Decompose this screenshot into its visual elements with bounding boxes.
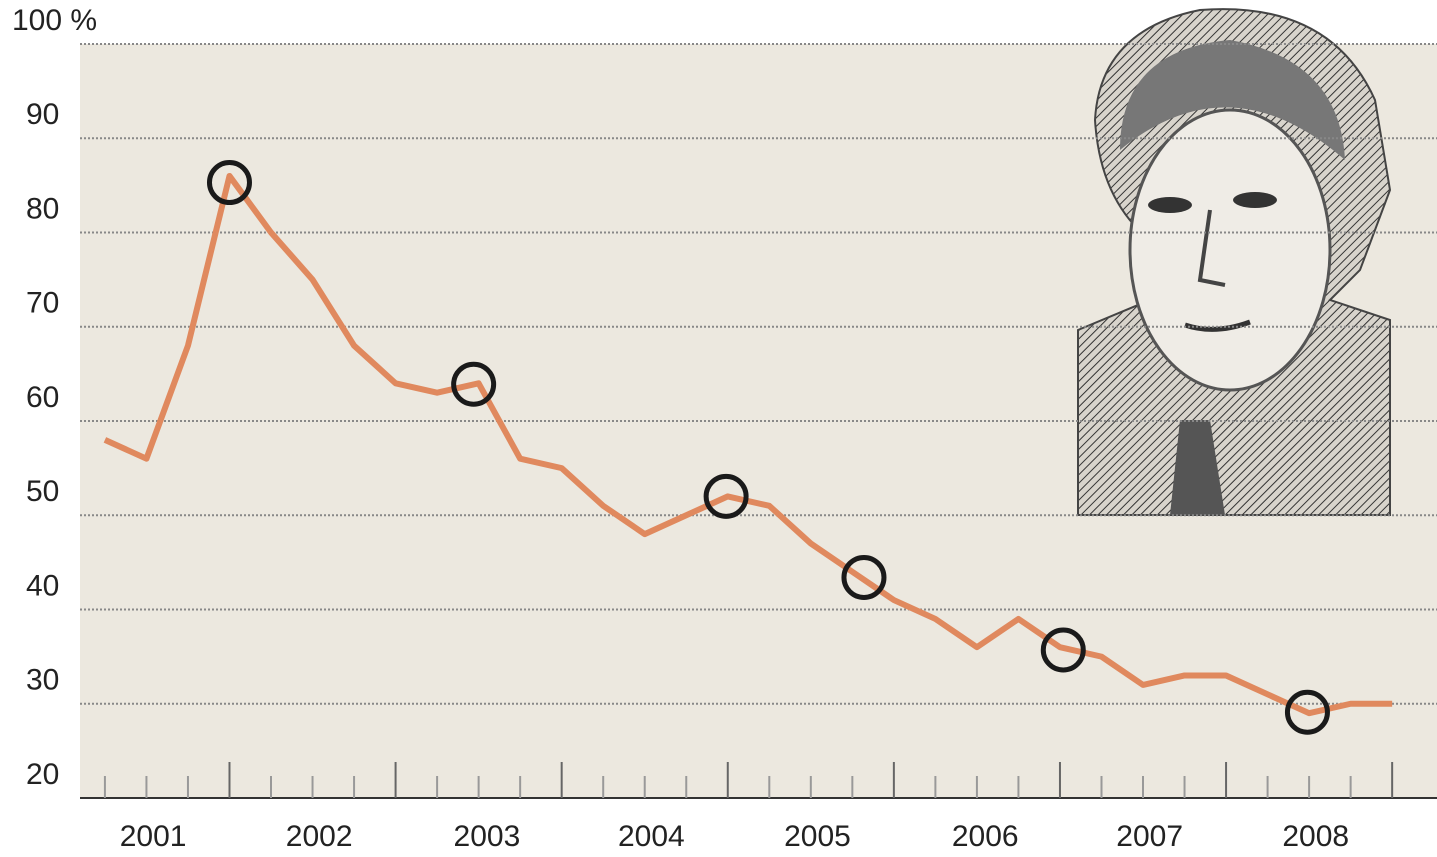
y-tick-label: 90 xyxy=(26,98,59,131)
y-tick-label: 60 xyxy=(26,381,59,414)
line xyxy=(103,172,1393,717)
highlight-circle xyxy=(1284,689,1330,735)
y-tick-label: 80 xyxy=(26,192,59,225)
y-tick-label: 40 xyxy=(26,569,59,602)
y-tick-label: 20 xyxy=(26,758,59,791)
y-tick-label: 70 xyxy=(26,287,59,320)
x-tick-label: 2006 xyxy=(952,820,1019,853)
y-tick-label: 50 xyxy=(26,475,59,508)
highlight-circle xyxy=(703,473,749,519)
portrait xyxy=(1077,8,1392,516)
x-tick-label: 2008 xyxy=(1282,820,1349,853)
highlight-circle xyxy=(841,554,887,600)
x-tick-label: 2004 xyxy=(618,820,685,853)
x-tick-label: 2002 xyxy=(286,820,353,853)
x-tick-label: 2007 xyxy=(1116,820,1183,853)
highlight-circle xyxy=(206,160,252,206)
y-tick-label: 100 % xyxy=(12,4,97,37)
highlight-circle xyxy=(1040,627,1086,673)
y-tick-label: 30 xyxy=(26,664,59,697)
x-tick-label: 2001 xyxy=(120,820,187,853)
highlight-circle xyxy=(451,361,497,407)
x-tick-label: 2005 xyxy=(784,820,851,853)
x-tick-label: 2003 xyxy=(454,820,521,853)
